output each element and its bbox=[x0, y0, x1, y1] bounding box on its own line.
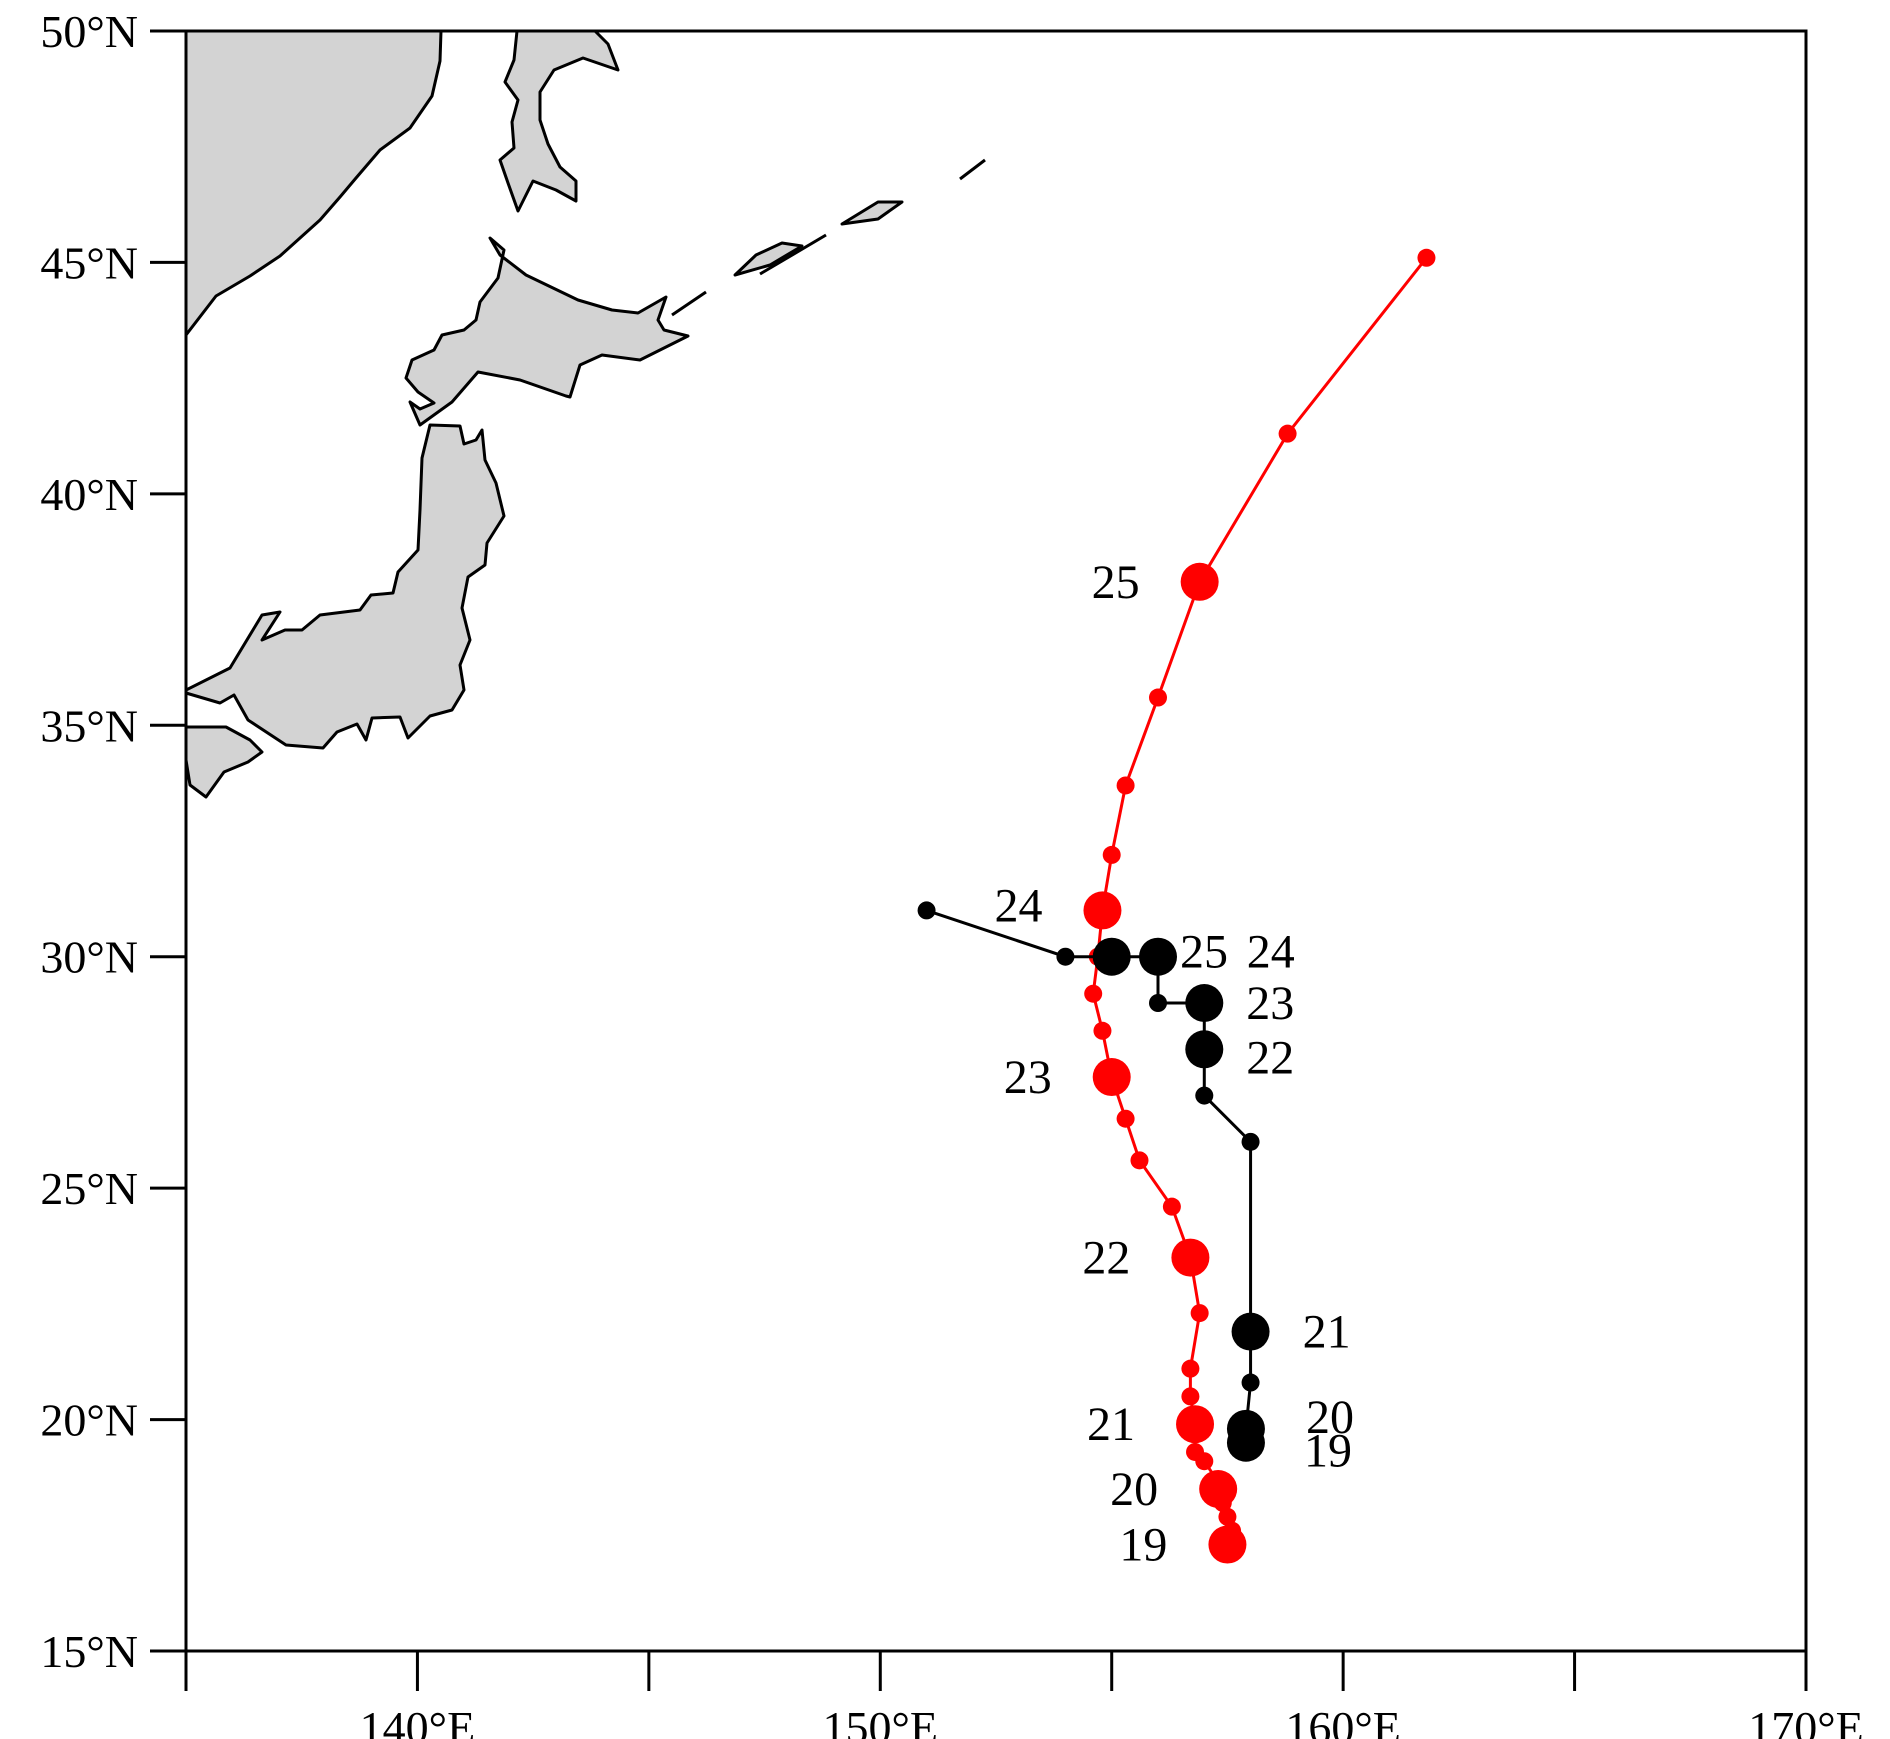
track-point bbox=[1190, 1304, 1209, 1323]
daily-marker bbox=[1226, 1409, 1265, 1448]
day-label: 24 bbox=[994, 879, 1042, 932]
day-label: 25 bbox=[1180, 926, 1228, 979]
daily-marker bbox=[1139, 937, 1177, 976]
daily-marker bbox=[1092, 1058, 1131, 1097]
x-tick-label: 160°E bbox=[1285, 1702, 1401, 1739]
hokkaido-island bbox=[404, 236, 690, 427]
track-point bbox=[1162, 1197, 1181, 1216]
track-point bbox=[1278, 424, 1297, 443]
daily-marker bbox=[1092, 937, 1131, 976]
day-label: 21 bbox=[1303, 1306, 1351, 1359]
track-point bbox=[917, 901, 936, 920]
day-label: 21 bbox=[1087, 1398, 1135, 1451]
kuril-island-4 bbox=[759, 233, 827, 276]
track-point bbox=[1116, 776, 1135, 795]
x-tick-label: 140°E bbox=[360, 1702, 476, 1739]
track-point bbox=[1149, 688, 1167, 707]
track-point bbox=[1056, 947, 1075, 966]
track-point bbox=[1084, 984, 1103, 1003]
day-label: 23 bbox=[1004, 1051, 1052, 1104]
sakhalin-island bbox=[498, 31, 620, 213]
y-tick-label: 45°N bbox=[40, 237, 138, 288]
honshu-island bbox=[186, 423, 506, 750]
kuril-island-2 bbox=[840, 200, 904, 226]
axes-layer: 140°E 150°E 160°E 170°E 15°N 20°N 25°N 30°N 35°N… bbox=[40, 6, 1863, 1739]
x-tick-label: 170°E bbox=[1748, 1702, 1864, 1739]
track-point bbox=[1181, 1387, 1200, 1406]
track-point bbox=[1417, 248, 1436, 267]
daily-marker bbox=[1176, 1405, 1215, 1444]
track-point bbox=[1116, 1109, 1135, 1128]
daily-marker bbox=[1231, 1312, 1270, 1351]
daily-marker bbox=[1208, 1525, 1247, 1564]
daily-marker bbox=[1185, 984, 1224, 1022]
kuril-island-3 bbox=[671, 290, 707, 317]
day-label: 20 bbox=[1110, 1463, 1158, 1516]
mainland-coast bbox=[186, 31, 443, 337]
plot-frame bbox=[184, 29, 1808, 1653]
day-label: 20 bbox=[1306, 1391, 1354, 1444]
coastline-layer bbox=[186, 31, 986, 799]
track-point bbox=[1241, 1373, 1260, 1392]
day-label: 23 bbox=[1246, 977, 1294, 1030]
track-point bbox=[1149, 994, 1167, 1012]
day-label: 19 bbox=[1304, 1425, 1352, 1478]
track-point bbox=[1186, 1442, 1205, 1461]
day-label: 22 bbox=[1082, 1232, 1130, 1285]
tracks-layer bbox=[917, 248, 1436, 1564]
daily-marker bbox=[1199, 1470, 1238, 1508]
y-tick-label: 50°N bbox=[40, 6, 138, 57]
day-label: 22 bbox=[1246, 1031, 1294, 1084]
x-tick-label: 150°E bbox=[823, 1702, 939, 1739]
daily-marker bbox=[1180, 562, 1219, 601]
y-tick-label: 40°N bbox=[40, 469, 138, 520]
track-point bbox=[1218, 1507, 1237, 1526]
y-tick-label: 15°N bbox=[40, 1626, 138, 1677]
track-point bbox=[1241, 1132, 1260, 1151]
track-point bbox=[1195, 1086, 1214, 1105]
kuril-island-5 bbox=[959, 158, 986, 181]
y-tick-label: 25°N bbox=[40, 1163, 138, 1214]
day-label: 19 bbox=[1119, 1519, 1167, 1572]
daily-marker bbox=[1171, 1238, 1210, 1277]
daily-marker bbox=[1083, 891, 1122, 930]
y-tick-label: 30°N bbox=[40, 932, 138, 983]
track-point bbox=[1181, 1359, 1200, 1378]
track-point bbox=[1102, 845, 1121, 864]
y-tick-label: 20°N bbox=[40, 1395, 138, 1446]
daily-marker bbox=[1185, 1030, 1224, 1069]
y-tick-label: 35°N bbox=[40, 700, 138, 751]
day-label: 24 bbox=[1247, 926, 1295, 979]
track-point bbox=[1093, 1021, 1112, 1040]
kuril-island-1 bbox=[733, 241, 804, 277]
southwest-japan-fragment bbox=[186, 725, 264, 799]
track-point bbox=[1130, 1151, 1149, 1170]
day-label: 25 bbox=[1092, 556, 1140, 609]
